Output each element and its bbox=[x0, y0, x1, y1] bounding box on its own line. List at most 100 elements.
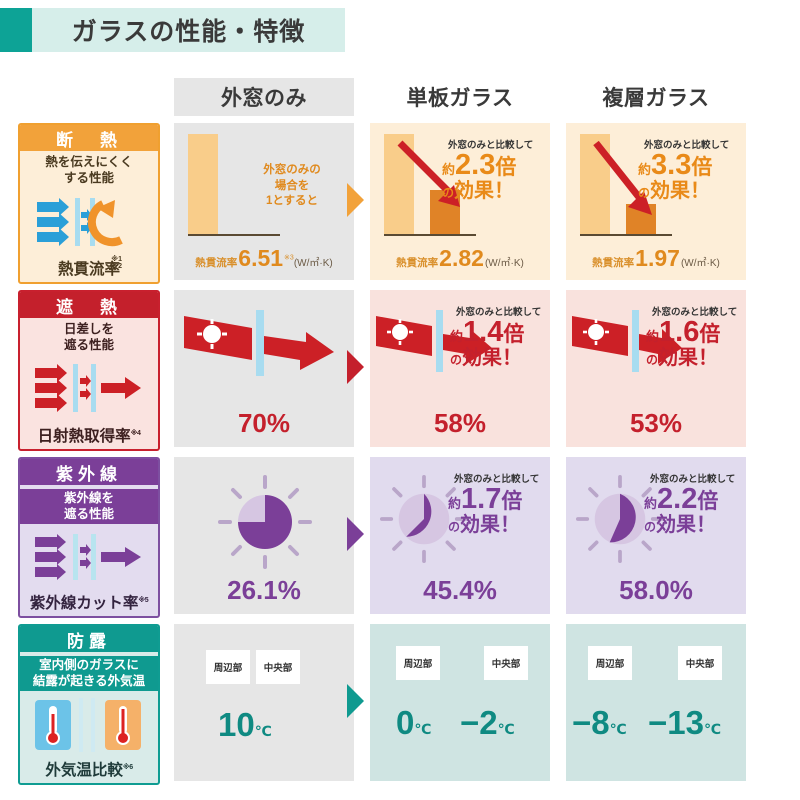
label-metric-condensation: 外気温比較※6 bbox=[45, 762, 133, 779]
label-card-shading: 遮 熱 日差しを 遮る性能 bbox=[18, 290, 160, 451]
label-head-uv: 紫外線 bbox=[20, 459, 158, 485]
title-text: ガラスの性能・特徴 bbox=[71, 18, 306, 46]
row-label-shading: 遮 熱 日差しを 遮る性能 bbox=[18, 287, 166, 454]
cell-insulation-single: 外窓のみと比較して 約2.3倍 の効果！ 熱貫流率2.82(W/㎡·K) bbox=[362, 120, 558, 287]
label-sub-insulation: 熱を伝えにくく する性能 bbox=[45, 155, 133, 185]
label-head-condensation: 防露 bbox=[20, 626, 158, 652]
down-arrow-icon bbox=[593, 140, 652, 215]
comparison-grid: 外窓のみ 単板ガラス 複層ガラス 断 熱 熱を伝えにくく する性能 bbox=[18, 78, 786, 788]
cell-uv-single: 外窓のみと比較して 約1.7倍 の効果！ 45.4% bbox=[362, 454, 558, 621]
header-double-pane: 複層ガラス bbox=[558, 78, 754, 120]
cell-body-insulation-outer: 外窓のみの 場合を 1とすると 熱貫流率6.51※3(W/㎡·K) bbox=[174, 123, 354, 280]
caption-compare-double: 外窓のみと比較して bbox=[644, 140, 730, 151]
row-shading: 遮 熱 日差しを 遮る性能 bbox=[18, 287, 786, 454]
cell-shading-single: 外窓のみと比較して 約1.4倍 の効果！ 58% bbox=[362, 287, 558, 454]
caption-compare-single: 外窓のみと比較して bbox=[456, 307, 542, 318]
value-uv-outer: 26.1% bbox=[227, 575, 301, 605]
multiplier-uv-single: 約1.7倍 の効果！ bbox=[448, 483, 523, 536]
cell-body-shading-single: 外窓のみと比較して 約1.4倍 の効果！ 58% bbox=[370, 290, 550, 447]
header-outer-window-only: 外窓のみ bbox=[166, 78, 362, 120]
value-uv-single: 45.4% bbox=[423, 575, 497, 605]
label-body-insulation: 熱を伝えにくく する性能 bbox=[20, 151, 158, 282]
row-condensation: 防露 室内側のガラスに 結露が起きる外気温 bbox=[18, 621, 786, 788]
cell-body-condensation-single: 周辺部 中央部 0℃ −2℃ bbox=[370, 624, 550, 781]
note-baseline: 外窓のみの 場合を 1とすると bbox=[263, 164, 321, 208]
label-card-insulation: 断 熱 熱を伝えにくく する性能 bbox=[18, 123, 160, 284]
row-label-insulation: 断 熱 熱を伝えにくく する性能 bbox=[18, 120, 166, 287]
cell-uv-outer: 26.1% bbox=[166, 454, 364, 621]
label-metric-insulation: 熱貫流率 ※1 ※2 bbox=[57, 256, 122, 278]
value-condensation-outer: 10℃ bbox=[218, 706, 272, 743]
cell-condensation-outer: 周辺部 中央部 10℃ bbox=[166, 621, 364, 788]
label-center-outer: 中央部 bbox=[256, 650, 300, 684]
multiplier-shading-double: 約1.6倍 の効果！ bbox=[646, 316, 721, 369]
cell-body-uv-single: 外窓のみと比較して 約1.7倍 の効果！ 45.4% bbox=[370, 457, 550, 614]
bar-baseline bbox=[188, 234, 280, 236]
header-single-pane: 単板ガラス bbox=[362, 78, 558, 120]
multiplier-uv-double: 約2.2倍 の効果！ bbox=[644, 483, 719, 536]
cell-body-shading-double: 外窓のみと比較して 約1.6倍 の効果！ 53% bbox=[566, 290, 746, 447]
title-accent-block bbox=[0, 8, 32, 52]
caption-compare-double: 外窓のみと比較して bbox=[650, 474, 736, 485]
cell-body-uv-double: 外窓のみと比較して 約2.2倍 の効果！ 58.0% bbox=[566, 457, 746, 614]
caption-compare-double: 外窓のみと比較して bbox=[652, 307, 738, 318]
uv-block-icon bbox=[20, 524, 158, 591]
arrow-marker-uv bbox=[347, 517, 364, 551]
value-edge-double: −8℃ bbox=[572, 704, 627, 741]
value-shading-single: 58% bbox=[433, 408, 487, 438]
cell-insulation-double: 外窓のみと比較して 約3.3倍 の効果！ 熱貫流率1.97(W/㎡·K) bbox=[558, 120, 754, 287]
column-header-row: 外窓のみ 単板ガラス 複層ガラス bbox=[18, 78, 786, 120]
bar-insulation-outer bbox=[188, 134, 218, 234]
label-sub-condensation: 室内側のガラスに 結露が起きる外気温 bbox=[20, 656, 158, 692]
multiplier-insulation-single: 約2.3倍 の効果！ bbox=[442, 149, 517, 202]
sun-ray-arrow-icon bbox=[184, 310, 334, 376]
row-label-uv: 紫外線 紫外線を 遮る性能 bbox=[18, 454, 166, 621]
cell-body-insulation-single: 外窓のみと比較して 約2.3倍 の効果！ 熱貫流率2.82(W/㎡·K) bbox=[370, 123, 550, 280]
label-body-condensation: 室内側のガラスに 結露が起きる外気温 bbox=[20, 652, 158, 783]
cell-body-condensation-outer: 周辺部 中央部 10℃ bbox=[174, 624, 354, 781]
sun-ray-arrow-icon bbox=[376, 310, 492, 372]
cell-body-uv-outer: 26.1% bbox=[174, 457, 354, 614]
down-arrow-icon bbox=[397, 140, 460, 207]
header-label-double: 複層ガラス bbox=[602, 87, 710, 110]
cell-shading-double: 外窓のみと比較して 約1.6倍 の効果！ 53% bbox=[558, 287, 754, 454]
metric-insulation-single: 熱貫流率2.82(W/㎡·K) bbox=[396, 245, 524, 271]
cell-body-condensation-double: 周辺部 中央部 −8℃ −13℃ bbox=[566, 624, 746, 781]
uv-sun-pie-icon bbox=[218, 475, 312, 569]
bar-baseline-single bbox=[384, 234, 476, 236]
label-sub-shading: 日差しを 遮る性能 bbox=[63, 322, 114, 352]
label-head-shading: 遮 熱 bbox=[20, 292, 158, 318]
caption-compare-single: 外窓のみと比較して bbox=[454, 474, 540, 485]
arrow-marker-condensation bbox=[347, 684, 364, 718]
sun-ray-arrow-icon bbox=[572, 310, 682, 372]
label-body-uv: 紫外線を 遮る性能 bbox=[20, 485, 158, 616]
cell-body-insulation-double: 外窓のみと比較して 約3.3倍 の効果！ 熱貫流率1.97(W/㎡·K) bbox=[566, 123, 746, 280]
value-center-double: −13℃ bbox=[648, 704, 721, 741]
header-spacer bbox=[18, 78, 166, 120]
value-shading-outer: 70% bbox=[237, 408, 291, 438]
header-label-single: 単板ガラス bbox=[406, 87, 514, 110]
page-title: ガラスの性能・特徴 bbox=[0, 8, 345, 52]
header-label-outer: 外窓のみ bbox=[174, 78, 354, 116]
cell-body-shading-outer: 70% bbox=[174, 290, 354, 447]
label-center-single: 中央部 bbox=[484, 646, 528, 680]
thermometer-compare-icon bbox=[20, 691, 158, 758]
value-shading-double: 53% bbox=[629, 408, 683, 438]
label-edge-outer: 周辺部 bbox=[206, 650, 250, 684]
row-label-condensation: 防露 室内側のガラスに 結露が起きる外気温 bbox=[18, 621, 166, 788]
row-insulation: 断 熱 熱を伝えにくく する性能 bbox=[18, 120, 786, 287]
multiplier-shading-single: 約1.4倍 の効果！ bbox=[450, 316, 525, 369]
label-metric-shading: 日射熱取得率※4 bbox=[37, 428, 141, 445]
value-edge-single: 0℃ bbox=[396, 704, 432, 741]
arrow-marker-shading bbox=[347, 350, 364, 384]
label-card-condensation: 防露 室内側のガラスに 結露が起きる外気温 bbox=[18, 624, 160, 785]
caption-compare-single: 外窓のみと比較して bbox=[448, 140, 534, 151]
heat-flow-icon bbox=[20, 186, 158, 257]
label-metric-uv: 紫外線カット率※5 bbox=[29, 595, 149, 612]
cell-condensation-double: 周辺部 中央部 −8℃ −13℃ bbox=[558, 621, 754, 788]
label-edge-single: 周辺部 bbox=[396, 646, 440, 680]
multiplier-insulation-double: 約3.3倍 の効果！ bbox=[638, 149, 713, 202]
title-band: ガラスの性能・特徴 bbox=[32, 8, 345, 52]
metric-insulation-double: 熱貫流率1.97(W/㎡·K) bbox=[592, 245, 720, 271]
